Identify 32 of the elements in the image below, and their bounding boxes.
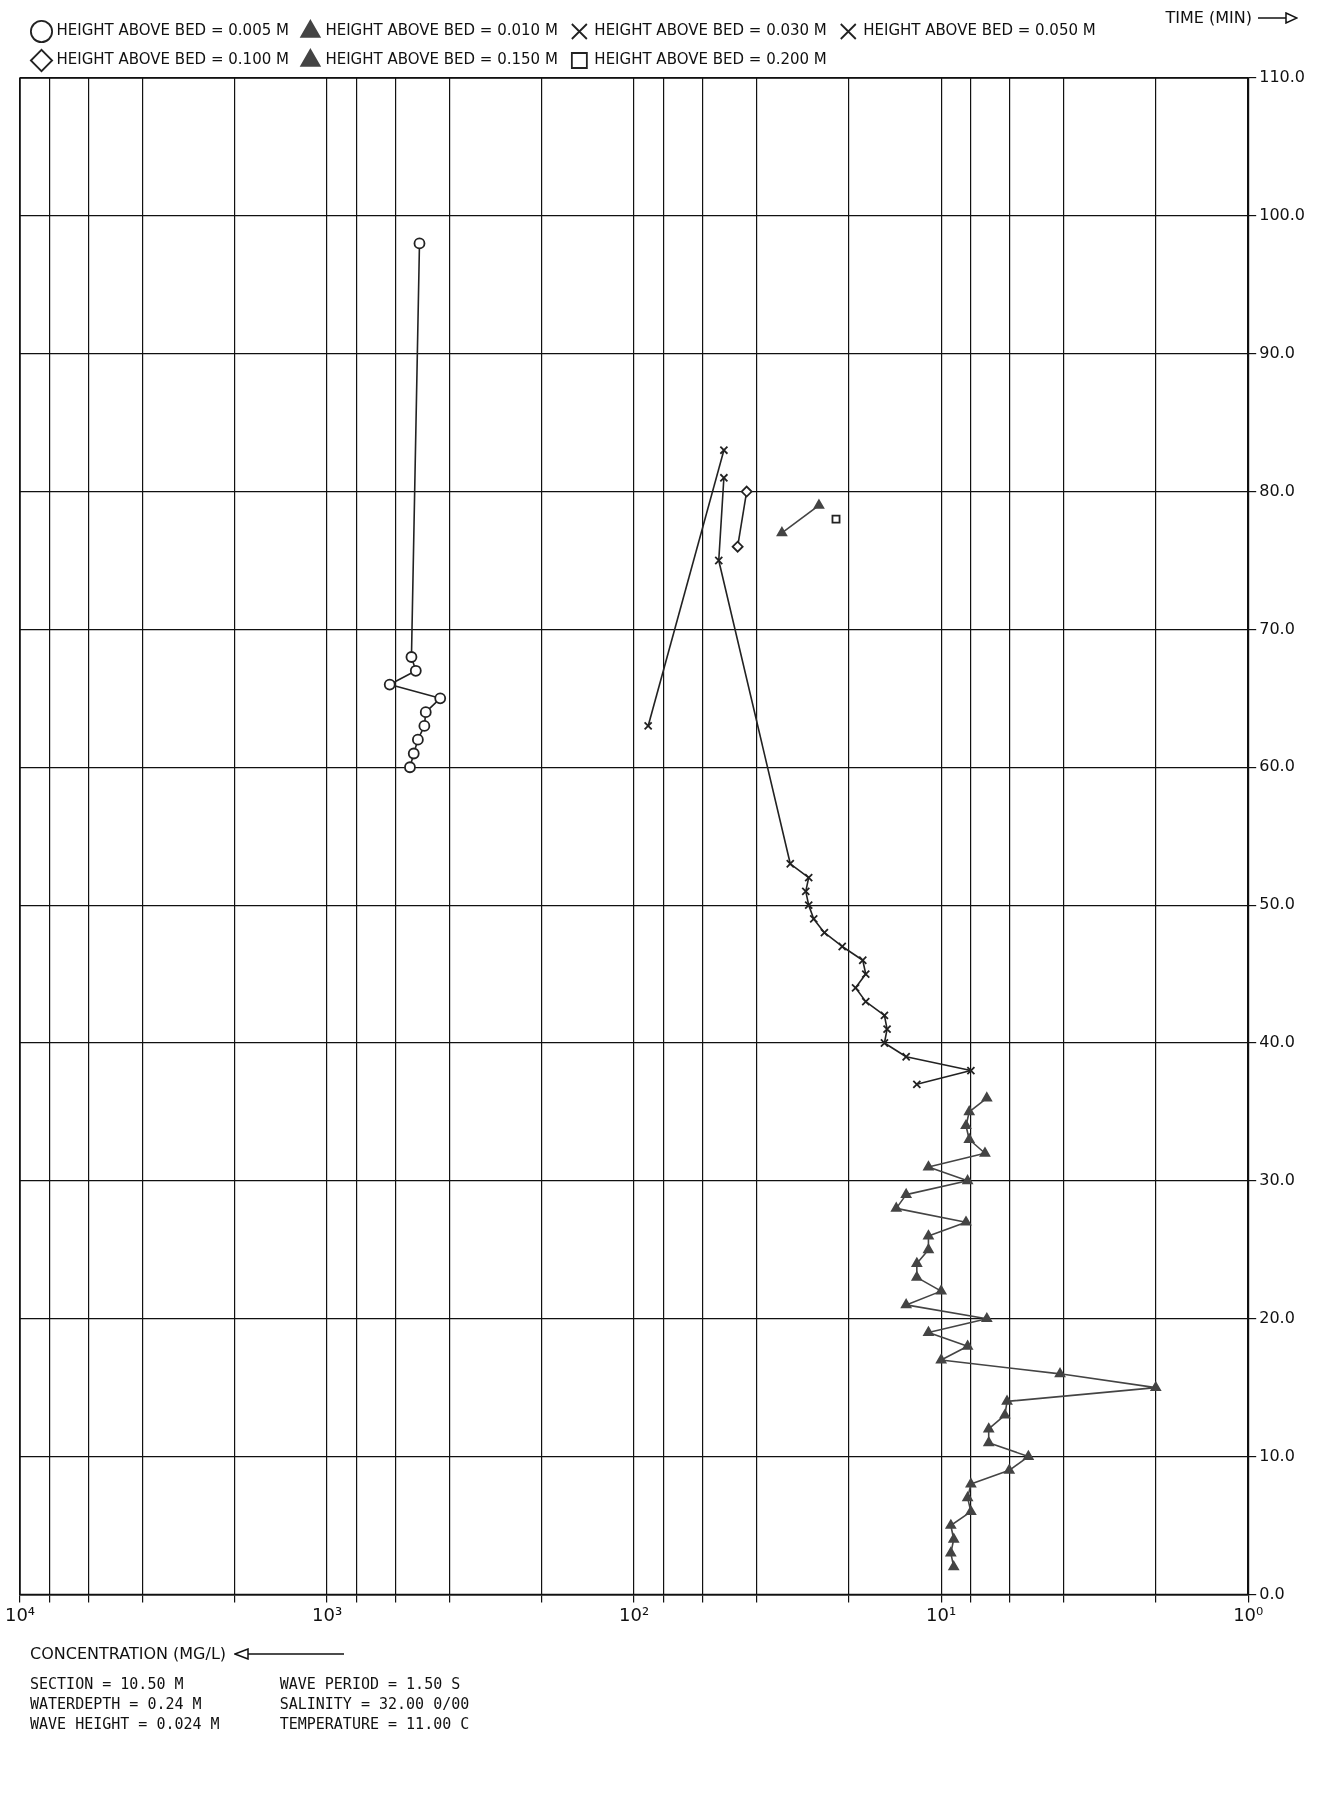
text: SECTION = 10.50 M xyxy=(30,1675,185,1693)
y-tick-label: 40.0 xyxy=(1259,1032,1295,1052)
legend-label: HEIGHT ABOVE BED = 0.010 M xyxy=(325,21,558,40)
text: TEMPERATURE = 11.00 C xyxy=(279,1715,470,1733)
y-tick-label: 90.0 xyxy=(1259,342,1295,362)
y-tick-label: 20.0 xyxy=(1259,1307,1295,1327)
text: WAVE HEIGHT = 0.024 M xyxy=(30,1715,220,1733)
x-axis-title: CONCENTRATION (MG/L) xyxy=(30,1644,227,1663)
y-tick-label: 80.0 xyxy=(1259,480,1295,500)
y-tick-label: 10.0 xyxy=(1259,1445,1295,1465)
x-tick-label: 10² xyxy=(619,1603,650,1625)
text: WAVE PERIOD = 1.50 S xyxy=(279,1675,462,1693)
legend-label: HEIGHT ABOVE BED = 0.005 M xyxy=(56,21,289,40)
y-tick-label: 70.0 xyxy=(1259,618,1295,638)
y-tick-label: 110.0 xyxy=(1259,67,1306,87)
y-axis-title: TIME (MIN) xyxy=(1165,8,1252,27)
x-tick-label: 10¹ xyxy=(926,1603,957,1625)
y-tick-label: 100.0 xyxy=(1259,205,1306,225)
x-tick-label: 10³ xyxy=(311,1603,343,1625)
text: WATERDEPTH = 0.24 M xyxy=(30,1695,203,1713)
x-tick-label: 10⁰ xyxy=(1233,1603,1264,1625)
y-tick-label: 0.0 xyxy=(1259,1583,1285,1603)
y-tick-label: 30.0 xyxy=(1259,1169,1295,1189)
y-tick-label: 60.0 xyxy=(1259,756,1295,776)
legend-label: HEIGHT ABOVE BED = 0.030 M xyxy=(594,21,827,40)
legend-label: HEIGHT ABOVE BED = 0.200 M xyxy=(594,50,827,69)
legend-label: HEIGHT ABOVE BED = 0.050 M xyxy=(863,21,1096,40)
text: SALINITY = 32.00 0/00 xyxy=(279,1695,470,1713)
y-tick-label: 50.0 xyxy=(1259,894,1295,914)
legend-label: HEIGHT ABOVE BED = 0.100 M xyxy=(56,50,289,69)
legend-label: HEIGHT ABOVE BED = 0.150 M xyxy=(325,50,558,69)
x-tick-label: 10⁴ xyxy=(4,1603,36,1625)
